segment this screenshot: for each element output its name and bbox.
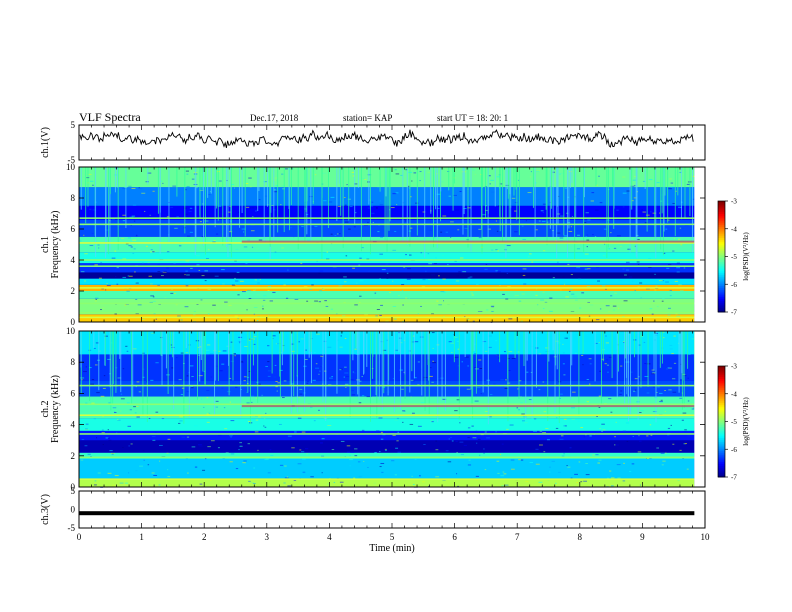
ytick-label: 6 [71, 388, 76, 398]
narrowband-line-4 [79, 414, 695, 417]
narrowband-line-8 [79, 223, 695, 226]
colorbar-tick-label: -5 [731, 418, 737, 426]
spectrogram-band-4 [79, 440, 695, 453]
ch1-axis-label: ch.1(V) [40, 127, 51, 158]
waveform-ch1 [79, 129, 694, 149]
colorbar-label: log(PSD)(V²/Hz) [742, 232, 750, 281]
xtick-label: 6 [452, 532, 457, 542]
interference-band [241, 240, 695, 243]
spectrogram-sferics [80, 167, 694, 260]
ytick-label: 2 [71, 286, 76, 296]
spectrogram-band-7 [79, 263, 695, 273]
ch3-trace [79, 511, 695, 516]
spectrogram-band-2 [79, 458, 695, 480]
narrowband-line-5 [79, 403, 695, 406]
colorbar-tick-label: -7 [731, 309, 737, 317]
ytick-label: 2 [71, 451, 76, 461]
xtick-label: 1 [139, 532, 144, 542]
colorbar-label: log(PSD)(V²/Hz) [742, 397, 750, 446]
colorbar-tick-label: -3 [731, 198, 737, 206]
ytick-label: 0 [71, 505, 76, 515]
spectrogram-band-1 [79, 479, 695, 487]
xtick-label: 0 [77, 532, 82, 542]
xtick-label: 3 [265, 532, 270, 542]
xtick-label: 4 [327, 532, 332, 542]
ytick-label: 10 [66, 162, 76, 172]
narrowband-line-3 [79, 433, 695, 435]
start-time-label: start UT = 18: 20: 1 [437, 113, 509, 123]
spectrogram-band-3 [79, 452, 695, 459]
ytick-label: 0 [71, 482, 76, 492]
xtick-label: 8 [578, 532, 583, 542]
ytick-label: 8 [71, 193, 76, 203]
spectrogram-band-3 [79, 291, 695, 299]
colorbar-tick-label: -4 [731, 225, 737, 233]
narrowband-line-1 [79, 316, 695, 319]
chart-title: VLF Spectra [79, 110, 141, 124]
spectrogram-band-8 [79, 252, 695, 264]
ytick-label: 6 [71, 224, 76, 234]
spectrogram-band-10 [79, 331, 695, 355]
colorbar-tick-label: -5 [731, 253, 737, 261]
narrowband-line-5 [79, 265, 695, 267]
date-label: Dec.17, 2018 [250, 113, 299, 123]
narrowband-line-4 [79, 287, 695, 289]
waveform-ch3 [79, 511, 695, 516]
spectrogram-band-5 [79, 278, 695, 285]
ytick-label: 4 [71, 255, 76, 265]
panel-frame [78, 490, 706, 529]
colorbar-1: -3 -4 -5 -6 -7 log(PSD)(V²/Hz) [717, 198, 750, 317]
narrowband-line-3 [79, 302, 695, 305]
ch1-trace [79, 129, 694, 149]
no-data-region [694, 331, 705, 487]
spectrogram-band-7 [79, 396, 695, 419]
narrowband-line-2 [79, 456, 695, 459]
narrowband-line-6 [79, 384, 695, 387]
time-axis-label: Time (min) [369, 543, 414, 554]
xtick-label: 9 [640, 532, 645, 542]
colorbar-2: -3 -4 -5 -6 -7 log(PSD)(V²/Hz) [717, 363, 750, 482]
ytick-label: -5 [68, 155, 76, 165]
frequency-axis-label: Frequency (kHz) [50, 210, 61, 278]
no-data-region [694, 167, 705, 322]
spectrogram-band-5 [79, 430, 695, 441]
spectrogram-2 [79, 331, 705, 488]
colorbar-tick-label: -3 [731, 363, 737, 371]
ytick-label: 10 [66, 326, 76, 336]
narrowband-line-7 [79, 242, 695, 244]
xtick-label: 5 [390, 532, 395, 542]
ytick-label: 0 [71, 317, 76, 327]
ytick-label: 4 [71, 420, 76, 430]
spectrogram-1 [79, 167, 705, 323]
narrowband-line-2 [79, 311, 695, 314]
narrowband-line-9 [79, 217, 695, 219]
xtick-label: 10 [701, 532, 711, 542]
ch3-axis-label: ch.3(V) [40, 494, 51, 525]
station-label: station= KAP [343, 113, 393, 123]
spectrogram-band-6 [79, 272, 695, 279]
ytick-label: 5 [71, 120, 76, 130]
spectrogram-band-9 [79, 354, 695, 381]
spectrogram-band-8 [79, 380, 695, 397]
ytick-label: 5 [71, 486, 76, 496]
interference-band [241, 405, 695, 408]
xtick-label: 7 [515, 532, 520, 542]
channel-label: ch.1 [40, 236, 51, 253]
narrowband-line-6 [79, 259, 695, 261]
channel-label: ch.2 [40, 401, 51, 418]
spectrogram-band-6 [79, 418, 695, 431]
frequency-axis-label: Frequency (kHz) [50, 375, 61, 443]
panels-layer [79, 129, 705, 516]
colorbar-tick-label: -4 [731, 390, 737, 398]
colorbar-tick-label: -6 [731, 281, 737, 289]
colorbar-tick-label: -6 [731, 446, 737, 454]
narrowband-line-1 [79, 478, 695, 480]
ytick-label: 8 [71, 357, 76, 367]
colorbar-tick-label: -7 [731, 474, 737, 482]
ytick-label: -5 [68, 523, 76, 533]
xtick-label: 2 [202, 532, 207, 542]
